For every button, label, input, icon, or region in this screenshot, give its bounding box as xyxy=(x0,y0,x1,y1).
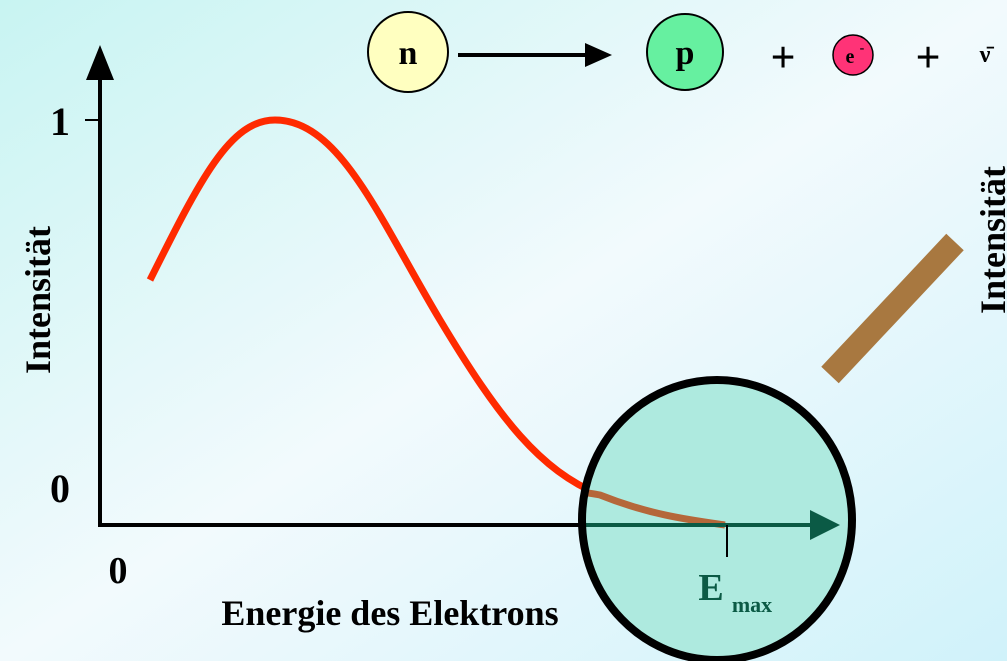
slide: n p + e - + ν̄ 1 0 0 Energie des Elektro… xyxy=(0,0,1007,661)
emax-symbol: E xyxy=(698,567,723,609)
electron-label: e xyxy=(846,46,855,68)
y-tick-label: 1 xyxy=(50,99,70,144)
plus: + xyxy=(915,33,940,82)
emax-subscript: max xyxy=(732,592,772,617)
y-axis-title: Intensität xyxy=(18,226,58,374)
plus: + xyxy=(770,33,795,82)
y-tick-label: 0 xyxy=(50,466,70,511)
x-axis-title: Energie des Elektrons xyxy=(221,593,558,633)
x-origin-label: 0 xyxy=(109,550,128,592)
magnified-y-axis-title: Intensität xyxy=(973,166,1007,314)
electron-charge: - xyxy=(860,41,865,56)
neutron-label: n xyxy=(399,35,418,72)
proton-label: p xyxy=(676,35,695,72)
